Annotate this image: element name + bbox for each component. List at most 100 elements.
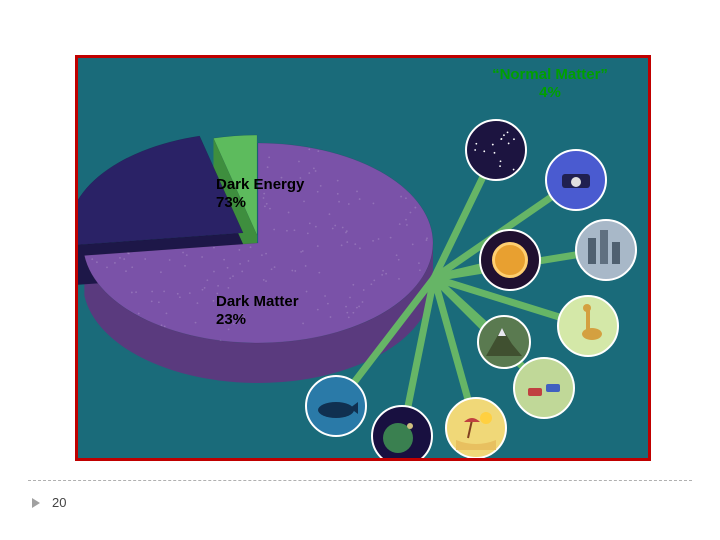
texture-dot xyxy=(358,306,360,308)
bubble-planet xyxy=(372,406,432,458)
texture-dot xyxy=(213,300,215,302)
texture-dot xyxy=(363,289,365,291)
texture-dot xyxy=(166,312,168,314)
texture-dot xyxy=(426,237,428,239)
texture-dot xyxy=(294,229,296,231)
texture-dot xyxy=(119,257,121,259)
label-dark-matter: Dark Matter 23% xyxy=(216,293,299,329)
page-arrow-icon xyxy=(32,498,40,508)
texture-dot xyxy=(138,313,140,315)
texture-dot xyxy=(390,237,392,239)
texture-dot xyxy=(362,301,364,303)
texture-dot xyxy=(161,324,163,326)
texture-dot xyxy=(238,249,240,251)
texture-dot xyxy=(227,287,229,289)
texture-dot xyxy=(201,256,203,258)
texture-dot xyxy=(406,224,408,226)
texture-dot xyxy=(158,301,160,303)
texture-dot xyxy=(373,203,375,205)
texture-dot xyxy=(320,185,322,187)
texture-dot xyxy=(151,300,153,302)
bubble-galaxies xyxy=(466,120,526,180)
texture-dot xyxy=(125,270,127,272)
texture-dot xyxy=(163,290,165,292)
texture-dot xyxy=(206,279,208,281)
texture-dot xyxy=(250,246,252,248)
texture-dot xyxy=(385,273,387,275)
texture-dot xyxy=(308,172,310,174)
texture-dot xyxy=(189,292,191,294)
texture-dot xyxy=(265,280,267,282)
label-dark-matter-value: 23% xyxy=(216,311,246,328)
texture-dot xyxy=(135,291,137,293)
texture-dot xyxy=(96,261,98,263)
texture-dot xyxy=(160,271,162,273)
texture-dot xyxy=(334,225,336,227)
texture-dot xyxy=(197,302,199,304)
texture-dot xyxy=(229,277,231,279)
texture-dot xyxy=(317,191,319,193)
texture-dot xyxy=(217,285,219,287)
texture-dot xyxy=(426,239,428,241)
label-normal-matter-name: “Normal Matter” xyxy=(492,66,608,83)
texture-dot xyxy=(345,232,347,234)
texture-dot xyxy=(352,284,354,286)
texture-dot xyxy=(414,207,416,209)
texture-dot xyxy=(227,267,229,269)
texture-dot xyxy=(302,323,304,325)
texture-dot xyxy=(123,258,125,260)
texture-dot xyxy=(309,222,311,224)
texture-dot xyxy=(332,228,334,230)
texture-dot xyxy=(346,312,348,314)
texture-dot xyxy=(286,230,288,232)
texture-dot xyxy=(373,279,375,281)
texture-dot xyxy=(182,252,184,254)
label-dark-energy-value: 73% xyxy=(216,194,246,211)
texture-dot xyxy=(400,196,402,198)
texture-dot xyxy=(131,292,133,294)
texture-dot xyxy=(291,270,293,272)
slide-frame: Dark Energy 73% Dark Matter 23% “Normal … xyxy=(75,55,651,461)
texture-dot xyxy=(337,193,339,195)
chart-canvas xyxy=(78,58,648,458)
texture-dot xyxy=(356,191,358,193)
texture-dot xyxy=(169,259,171,261)
texture-dot xyxy=(271,268,273,270)
texture-dot xyxy=(91,258,93,260)
texture-dot xyxy=(265,253,267,255)
texture-dot xyxy=(106,266,108,268)
bubble-beach xyxy=(446,398,506,458)
texture-dot xyxy=(346,241,348,243)
texture-dot xyxy=(315,226,317,228)
texture-dot xyxy=(241,271,243,273)
texture-dot xyxy=(308,149,310,151)
texture-dot xyxy=(352,312,354,314)
bubble-cars xyxy=(514,358,574,418)
texture-dot xyxy=(268,156,270,158)
texture-dot xyxy=(372,240,374,242)
texture-dot xyxy=(405,197,407,199)
texture-dot xyxy=(410,212,412,214)
texture-dot xyxy=(342,227,344,229)
texture-dot xyxy=(261,254,263,256)
texture-dot xyxy=(317,150,319,152)
texture-dot xyxy=(302,250,304,252)
texture-dot xyxy=(213,247,215,249)
texture-dot xyxy=(345,306,347,308)
texture-dot xyxy=(354,243,356,245)
texture-dot xyxy=(399,223,401,225)
texture-dot xyxy=(359,247,361,249)
texture-dot xyxy=(318,272,320,274)
texture-dot xyxy=(202,289,204,291)
texture-dot xyxy=(327,303,329,305)
texture-dot xyxy=(184,265,186,267)
texture-dot xyxy=(223,259,225,261)
texture-dot xyxy=(195,322,197,324)
texture-dot xyxy=(330,316,332,318)
texture-dot xyxy=(204,287,206,289)
texture-dot xyxy=(398,278,400,280)
texture-dot xyxy=(131,266,133,268)
bubble-giraffe xyxy=(558,296,618,356)
texture-dot xyxy=(274,266,276,268)
texture-dot xyxy=(317,309,319,311)
